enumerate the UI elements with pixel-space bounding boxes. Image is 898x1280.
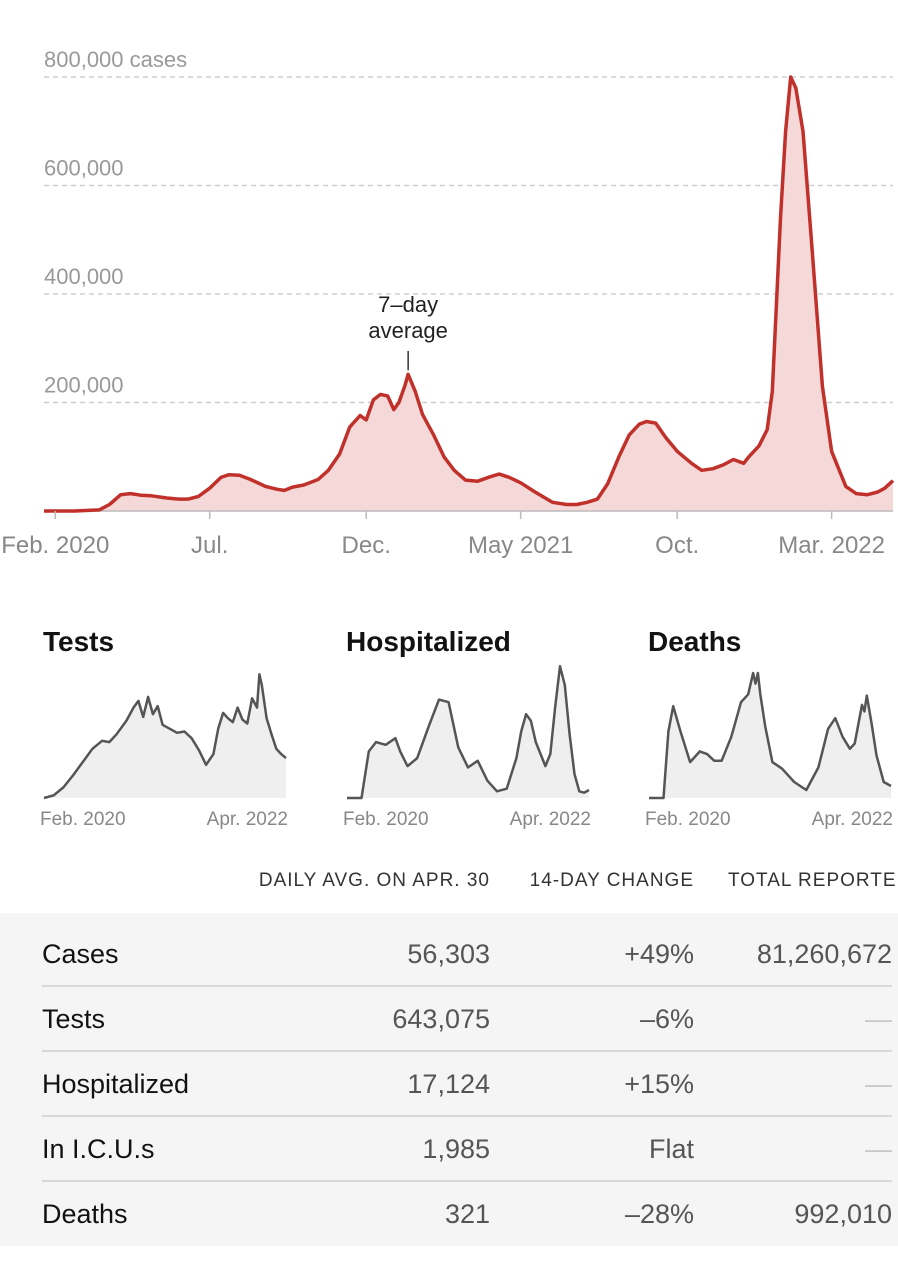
mini-area xyxy=(44,674,286,798)
table-row-cases: Cases 56,303 +49% 81,260,672 xyxy=(42,921,892,987)
stats-table: Cases 56,303 +49% 81,260,672 Tests 643,0… xyxy=(0,913,898,1246)
row-daily-avg: 56,303 xyxy=(407,939,490,969)
deaths-chart: Feb. 2020 Apr. 2022 xyxy=(645,671,893,830)
row-total: — xyxy=(865,1069,892,1099)
table-row-tests: Tests 643,075 –6% — xyxy=(42,986,892,1052)
row-label: In I.C.U.s xyxy=(42,1134,155,1164)
mini-area xyxy=(347,666,589,798)
x-tick-label: Oct. xyxy=(655,532,699,559)
tests-title: Tests xyxy=(43,626,115,657)
hospitalized-title: Hospitalized xyxy=(346,626,511,657)
header-total-reported: TOTAL REPORTE xyxy=(728,870,897,891)
annotation-label: average xyxy=(368,318,448,343)
table-row-hospitalized: Hospitalized 17,124 +15% — xyxy=(42,1051,892,1117)
annotation-label: 7–day xyxy=(378,292,438,317)
mini-area xyxy=(649,673,891,798)
cases-area xyxy=(44,77,893,511)
row-change: Flat xyxy=(648,1134,694,1164)
mini-x-tick-label: Feb. 2020 xyxy=(343,809,429,830)
header-daily-avg: DAILY AVG. ON APR. 30 xyxy=(258,870,490,891)
row-change: +15% xyxy=(624,1069,694,1099)
x-tick-label: Mar. 2022 xyxy=(778,532,885,559)
row-label: Deaths xyxy=(42,1199,128,1229)
row-daily-avg: 17,124 xyxy=(407,1069,490,1099)
cases-chart: 200,000 400,000 600,000 800,000 cases Feb. 2… xyxy=(1,47,895,559)
row-change: +49% xyxy=(624,939,694,969)
mini-x-tick-label: Apr. 2022 xyxy=(207,809,288,830)
x-tick-label: Jul. xyxy=(191,532,228,559)
tests-chart: Feb. 2020 Apr. 2022 xyxy=(40,673,288,830)
cases-line xyxy=(44,75,895,513)
row-daily-avg: 643,075 xyxy=(392,1004,490,1034)
row-total: — xyxy=(865,1134,892,1164)
row-label: Cases xyxy=(42,939,119,969)
header-14-day-change: 14-DAY CHANGE xyxy=(529,870,694,891)
row-label: Hospitalized xyxy=(42,1069,190,1099)
y-tick-label: 200,000 xyxy=(44,373,124,398)
table-row-deaths: Deaths 321 –28% 992,010 xyxy=(42,1181,892,1245)
hospitalized-chart: Feb. 2020 Apr. 2022 xyxy=(343,665,591,830)
mini-x-tick-label: Feb. 2020 xyxy=(645,809,731,830)
mini-x-tick-label: Apr. 2022 xyxy=(510,809,591,830)
mini-line xyxy=(649,671,892,800)
mini-line xyxy=(43,673,287,800)
row-total: 81,260,672 xyxy=(756,939,892,969)
row-daily-avg: 321 xyxy=(444,1199,490,1229)
row-total: — xyxy=(865,1004,892,1034)
row-total: 992,010 xyxy=(794,1199,892,1229)
row-change: –28% xyxy=(624,1199,694,1229)
x-tick-label: May 2021 xyxy=(468,532,573,559)
deaths-title: Deaths xyxy=(648,626,742,657)
x-tick-label: Feb. 2020 xyxy=(1,532,109,559)
y-tick-label: 800,000 cases xyxy=(44,47,187,72)
row-label: Tests xyxy=(42,1004,106,1034)
y-tick-label: 400,000 xyxy=(44,264,124,289)
x-tick-label: Dec. xyxy=(342,532,391,559)
row-daily-avg: 1,985 xyxy=(422,1134,490,1164)
mini-line xyxy=(347,665,590,800)
y-tick-label: 600,000 xyxy=(44,156,124,181)
row-change: –6% xyxy=(639,1004,694,1034)
mini-x-tick-label: Apr. 2022 xyxy=(812,809,893,830)
table-row-icus: In I.C.U.s 1,985 Flat — xyxy=(42,1116,892,1182)
mini-x-tick-label: Feb. 2020 xyxy=(40,809,126,830)
